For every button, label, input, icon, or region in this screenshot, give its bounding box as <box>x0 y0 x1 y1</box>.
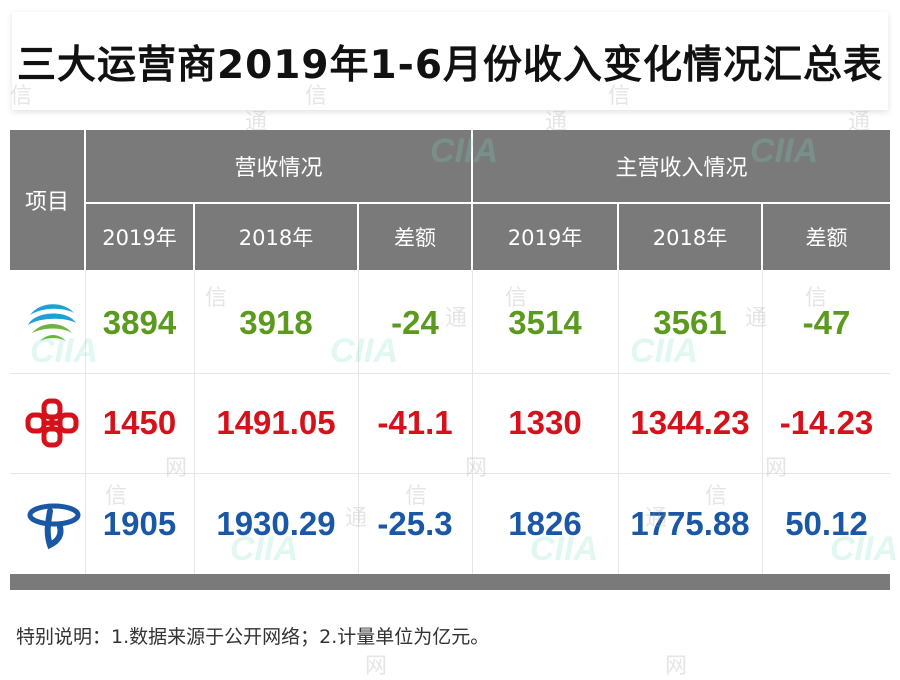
watermark-wang: 网 <box>665 654 688 679</box>
header-diff-1-label: 差额 <box>394 226 436 250</box>
title-bar: 三大运营商2019年1-6月份收入变化情况汇总表 <box>12 12 888 110</box>
column-divider <box>762 270 763 574</box>
mobile-main-2019: 3514 <box>508 304 582 341</box>
column-divider <box>85 270 86 574</box>
unicom-rev-2019: 1450 <box>102 404 177 441</box>
table-bottom-bar <box>10 574 890 590</box>
telecom-rev-2018: 1930.29 <box>216 504 336 542</box>
header-diff-2: 差额 <box>763 204 890 270</box>
column-divider <box>472 270 473 574</box>
unicom-main-2019: 1330 <box>508 404 582 441</box>
mobile-rev-2018: 3918 <box>239 304 313 341</box>
telecom-main-diff: 50.12 <box>785 504 868 542</box>
mobile-rev-diff: -24 <box>391 304 439 341</box>
header-item: 项目 <box>10 130 84 270</box>
header-year-3: 2019年 <box>473 204 617 270</box>
china-unicom-logo <box>22 393 82 453</box>
unicom-main-2018: 1344.23 <box>630 404 750 441</box>
telecom-rev-diff: -25.3 <box>377 504 453 542</box>
unicom-rev-2018: 1491.05 <box>216 404 336 441</box>
row-divider <box>10 473 890 474</box>
unicom-main-diff: -14.23 <box>779 404 874 441</box>
china-mobile-logo <box>22 293 82 353</box>
column-divider <box>618 270 619 574</box>
telecom-main-2018: 1775.88 <box>630 504 750 542</box>
page-title: 三大运营商2019年1-6月份收入变化情况汇总表 <box>16 43 883 88</box>
column-divider <box>358 270 359 574</box>
mobile-main-2018: 3561 <box>653 304 727 341</box>
row-divider <box>10 373 890 374</box>
header-year-2: 2018年 <box>195 204 357 270</box>
header-item-label: 项目 <box>24 190 69 215</box>
mobile-main-diff: -47 <box>802 304 851 341</box>
unicom-rev-diff: -41.1 <box>377 404 453 441</box>
watermark-wang: 网 <box>365 654 388 679</box>
china-telecom-logo <box>22 493 82 553</box>
header-diff-1: 差额 <box>359 204 471 270</box>
header-group-revenue: 营收情况 <box>86 130 471 202</box>
header-group-main-label: 主营收入情况 <box>615 156 748 181</box>
column-divider <box>194 270 195 574</box>
header-year-4-label: 2018年 <box>652 226 728 250</box>
telecom-main-2019: 1826 <box>508 504 582 542</box>
header-diff-2-label: 差额 <box>805 226 848 250</box>
header-year-1: 2019年 <box>86 204 193 270</box>
header-year-2-label: 2018年 <box>238 226 314 250</box>
header-year-1-label: 2019年 <box>102 226 177 250</box>
header-year-3-label: 2019年 <box>507 226 583 250</box>
mobile-rev-2019: 3894 <box>102 304 177 341</box>
telecom-rev-2019: 1905 <box>102 504 177 542</box>
footnote: 特别说明：1.数据来源于公开网络；2.计量单位为亿元。 <box>16 626 490 648</box>
header-group-main: 主营收入情况 <box>473 130 890 202</box>
header-group-revenue-label: 营收情况 <box>234 156 323 181</box>
revenue-table: 项目 营收情况 主营收入情况 2019年 2018年 差额 2019年 2018… <box>10 130 890 590</box>
header-year-4: 2018年 <box>619 204 761 270</box>
